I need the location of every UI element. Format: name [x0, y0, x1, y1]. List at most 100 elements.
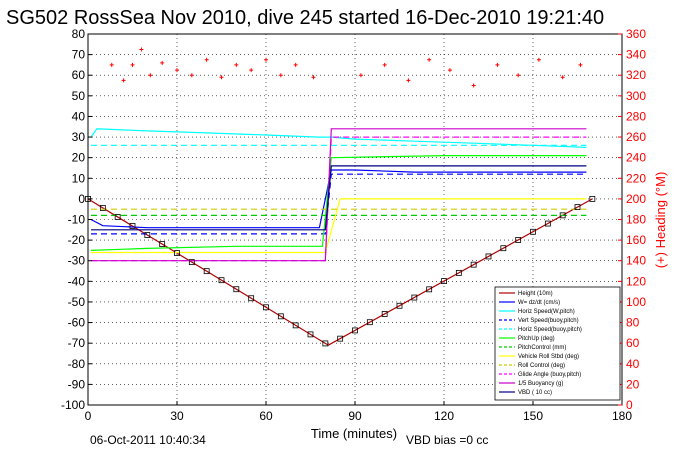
depth-marker	[589, 195, 596, 202]
depth-marker	[441, 278, 447, 285]
heading-point	[311, 75, 316, 80]
heading-point	[293, 62, 298, 67]
depth-marker	[203, 268, 210, 275]
heading-point	[189, 73, 194, 78]
heading-point	[516, 73, 521, 78]
depth-marker	[500, 245, 507, 252]
y-tick-label: -90	[68, 377, 86, 391]
depth-marker	[263, 304, 269, 311]
depth-marker	[485, 253, 492, 260]
depth-marker	[515, 237, 522, 243]
y-right-tick-label: 100	[626, 295, 646, 309]
y-tick-label: 80	[72, 27, 86, 41]
depth-marker	[307, 331, 314, 338]
heading-point	[219, 75, 224, 80]
y-axis-right-label: (+) Heading (°M)	[653, 172, 668, 269]
depth-marker	[559, 212, 566, 219]
heading-point	[471, 83, 476, 88]
y-right-tick-label: 280	[626, 109, 646, 123]
y-tick-label: 20	[72, 151, 86, 165]
y-right-tick-label: 140	[626, 254, 646, 268]
y-tick-label: 10	[72, 171, 86, 185]
series-line-2	[90, 169, 587, 229]
y-right-tick-label: 20	[626, 377, 640, 391]
depth-marker	[366, 319, 373, 326]
y-right-tick-label: 240	[626, 151, 646, 165]
y-axis-right-ticks: 0 20 40 60 80 100 120 140 160 180 200 220 240 260 280 3…	[618, 27, 646, 412]
footer-date: 06-Oct-2011 10:40:34	[90, 433, 206, 447]
heading-point	[234, 62, 239, 67]
legend-entries: Height (10m) W= dz/dt (cm/s) Horiz Speed(W…	[499, 291, 582, 396]
y-right-tick-label: 220	[626, 171, 646, 185]
depth-marker	[574, 204, 581, 211]
x-tick-label: 60	[259, 409, 273, 423]
heading-point	[148, 73, 153, 78]
heading-point	[447, 68, 452, 73]
y-right-tick-label: 180	[626, 213, 646, 227]
heading-point	[109, 62, 114, 67]
depth-marker	[99, 205, 106, 211]
depth-marker	[277, 313, 284, 320]
y-right-tick-label: 320	[626, 68, 646, 82]
y-right-tick-label: 60	[626, 336, 640, 350]
legend-label: Vert Speed(buoy,pitch)	[518, 318, 579, 324]
x-tick-label: 0	[85, 409, 92, 423]
heading-point	[121, 78, 126, 83]
y-right-tick-label: 0	[626, 398, 633, 412]
y-tick-label: 60	[72, 68, 86, 82]
heading-point	[382, 62, 387, 67]
heading-point	[406, 78, 411, 83]
y-right-tick-label: 300	[626, 89, 646, 103]
y-right-tick-label: 120	[626, 274, 646, 288]
legend-box	[494, 286, 621, 401]
depth-marker	[144, 232, 151, 238]
heading-point	[204, 57, 209, 62]
y-right-tick-label: 40	[626, 357, 640, 371]
y-right-tick-label: 80	[626, 316, 640, 330]
depth-markers	[85, 195, 596, 347]
heading-point	[249, 68, 254, 73]
y-tick-label: -20	[68, 233, 86, 247]
depth-marker	[455, 269, 462, 276]
y-tick-label: -30	[68, 254, 86, 268]
depth-marker	[129, 223, 136, 229]
depth-marker	[174, 250, 180, 256]
depth-marker	[426, 286, 433, 293]
heading-point	[495, 62, 500, 67]
legend-label: Horiz Speed(W,pitch)	[518, 309, 575, 315]
y-tick-label: -50	[68, 295, 86, 309]
depth-marker	[337, 335, 344, 342]
depth-marker	[233, 286, 240, 293]
heading-point	[427, 57, 432, 62]
legend-label: 1/5 Buoyancy (g)	[518, 381, 563, 387]
heading-point	[264, 57, 268, 62]
chart-title: SG502 RossSea Nov 2010, dive 245 started…	[6, 7, 604, 29]
legend-label: Horiz Speed(buoy,pitch)	[518, 327, 582, 333]
x-tick-label: 120	[434, 409, 454, 423]
heading-point	[578, 62, 583, 67]
heading-point	[175, 68, 179, 73]
heading-point	[560, 75, 565, 80]
x-tick-label: 30	[170, 409, 184, 423]
depth-marker	[352, 327, 358, 334]
heading-point	[139, 47, 144, 52]
depth-marker	[530, 228, 536, 235]
legend-label: W= dz/dt (cm/s)	[518, 300, 560, 306]
x-tick-label: 150	[523, 409, 543, 423]
legend-label: Vehicle Roll Stbd (deg)	[518, 354, 579, 360]
heading-point	[536, 57, 541, 62]
depth-marker	[396, 302, 403, 309]
depth-marker	[292, 322, 299, 329]
x-axis-label: Time (minutes)	[311, 426, 397, 441]
heading-point	[278, 73, 283, 78]
series-line-8	[91, 198, 587, 254]
y-right-tick-label: 360	[626, 27, 646, 41]
y-right-tick-label: 340	[626, 48, 646, 62]
depth-marker	[411, 294, 418, 301]
legend-label: Glide Angle (buoy,pitch)	[518, 372, 581, 378]
y-tick-label: 40	[72, 109, 86, 123]
series-layer	[87, 128, 593, 346]
depth-marker	[188, 259, 195, 266]
heading-point	[160, 60, 165, 65]
